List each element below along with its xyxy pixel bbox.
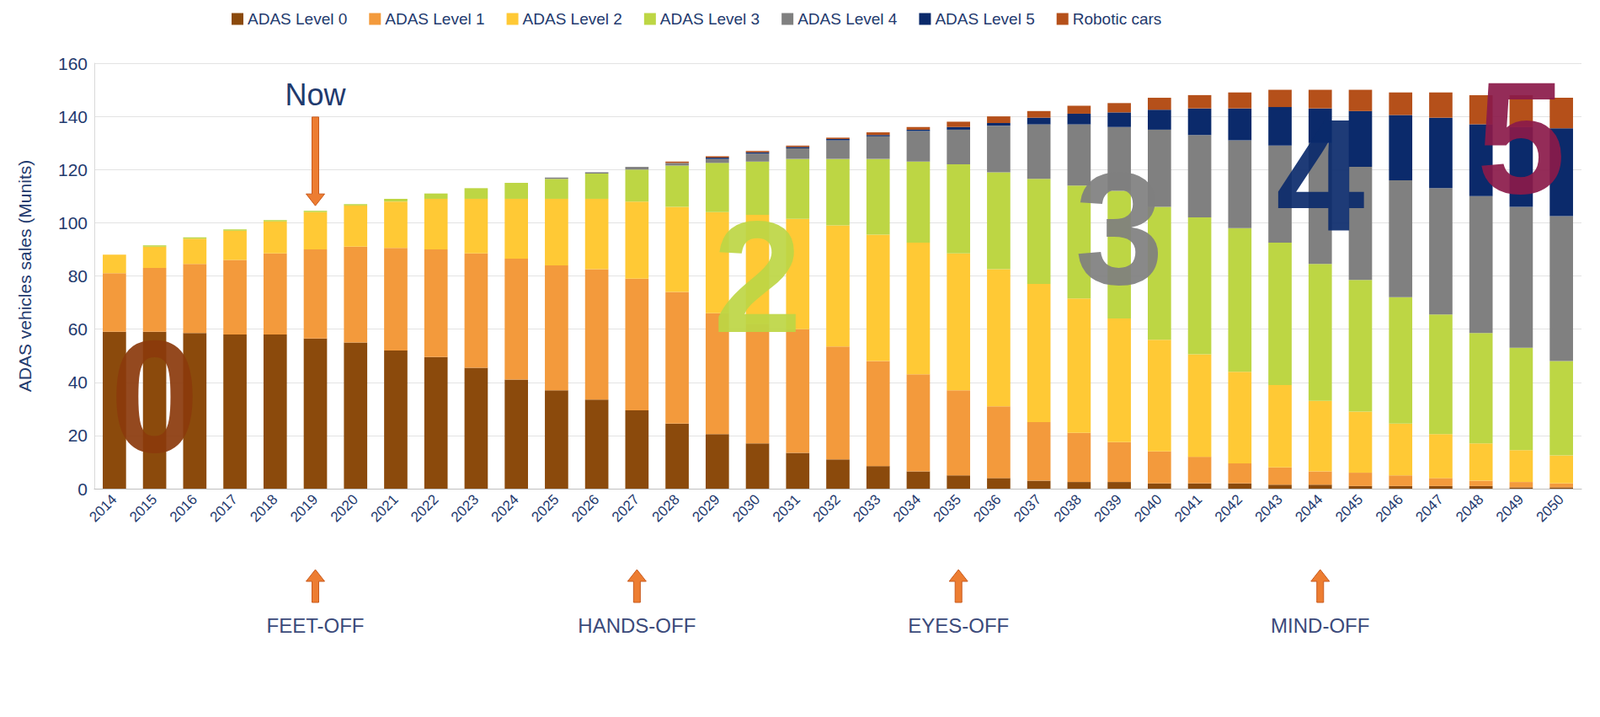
svg-text:40: 40 bbox=[68, 372, 88, 392]
svg-text:0: 0 bbox=[110, 306, 200, 486]
svg-text:100: 100 bbox=[58, 213, 88, 233]
svg-text:ADAS Level 5: ADAS Level 5 bbox=[934, 10, 1035, 28]
svg-text:MIND-OFF: MIND-OFF bbox=[1270, 613, 1370, 637]
svg-text:EYES-OFF: EYES-OFF bbox=[907, 613, 1009, 637]
svg-text:2028: 2028 bbox=[649, 490, 683, 525]
svg-text:2015: 2015 bbox=[126, 490, 160, 525]
svg-text:2016: 2016 bbox=[166, 490, 201, 525]
svg-text:2027: 2027 bbox=[608, 490, 643, 525]
svg-text:5: 5 bbox=[1477, 48, 1567, 227]
svg-text:2019: 2019 bbox=[287, 490, 321, 525]
svg-text:120: 120 bbox=[58, 160, 88, 180]
svg-text:2024: 2024 bbox=[488, 490, 523, 525]
svg-text:2050: 2050 bbox=[1533, 490, 1568, 525]
svg-text:2020: 2020 bbox=[327, 490, 362, 525]
svg-text:FEET-OFF: FEET-OFF bbox=[266, 613, 365, 637]
svg-text:2043: 2043 bbox=[1252, 490, 1286, 525]
svg-text:Robotic cars: Robotic cars bbox=[1072, 10, 1163, 28]
svg-text:ADAS Level 3: ADAS Level 3 bbox=[660, 10, 760, 28]
svg-text:2044: 2044 bbox=[1291, 490, 1326, 525]
svg-text:140: 140 bbox=[58, 106, 88, 127]
svg-text:2026: 2026 bbox=[568, 490, 603, 525]
svg-text:ADAS Level 1: ADAS Level 1 bbox=[384, 10, 485, 28]
svg-text:2042: 2042 bbox=[1211, 490, 1246, 525]
svg-text:2049: 2049 bbox=[1493, 490, 1527, 525]
svg-text:2029: 2029 bbox=[688, 490, 723, 525]
svg-text:2046: 2046 bbox=[1372, 490, 1407, 525]
svg-text:Now: Now bbox=[284, 77, 347, 112]
svg-text:2036: 2036 bbox=[970, 490, 1004, 525]
svg-text:80: 80 bbox=[68, 266, 88, 286]
svg-text:2033: 2033 bbox=[849, 490, 884, 525]
svg-text:2014: 2014 bbox=[85, 490, 120, 525]
svg-text:20: 20 bbox=[68, 425, 88, 445]
svg-text:2023: 2023 bbox=[448, 490, 482, 525]
svg-text:0: 0 bbox=[77, 479, 88, 499]
svg-text:4: 4 bbox=[1275, 85, 1366, 265]
svg-text:HANDS-OFF: HANDS-OFF bbox=[577, 613, 696, 637]
svg-text:2047: 2047 bbox=[1413, 490, 1447, 525]
svg-text:2022: 2022 bbox=[407, 490, 442, 525]
svg-text:2038: 2038 bbox=[1050, 490, 1085, 525]
svg-text:2018: 2018 bbox=[246, 490, 281, 525]
svg-text:2037: 2037 bbox=[1010, 490, 1045, 525]
svg-text:3: 3 bbox=[1074, 138, 1164, 318]
svg-text:2032: 2032 bbox=[810, 490, 844, 525]
svg-text:2039: 2039 bbox=[1091, 490, 1126, 525]
svg-text:2017: 2017 bbox=[207, 490, 241, 525]
svg-text:60: 60 bbox=[68, 319, 88, 339]
svg-text:2021: 2021 bbox=[368, 490, 402, 525]
svg-text:2045: 2045 bbox=[1332, 490, 1366, 525]
svg-text:ADAS Level 0: ADAS Level 0 bbox=[247, 10, 347, 28]
svg-text:2035: 2035 bbox=[930, 490, 965, 525]
svg-text:2034: 2034 bbox=[890, 490, 924, 525]
svg-text:2: 2 bbox=[713, 186, 803, 366]
svg-text:2040: 2040 bbox=[1130, 490, 1165, 525]
svg-text:2031: 2031 bbox=[769, 490, 804, 525]
svg-text:160: 160 bbox=[58, 53, 88, 74]
svg-text:2048: 2048 bbox=[1452, 490, 1487, 525]
svg-text:2025: 2025 bbox=[528, 490, 562, 525]
svg-text:ADAS vehicles sales (Munits): ADAS vehicles sales (Munits) bbox=[15, 160, 35, 392]
svg-text:2030: 2030 bbox=[729, 490, 763, 525]
svg-text:ADAS Level 4: ADAS Level 4 bbox=[797, 10, 898, 28]
svg-text:ADAS Level 2: ADAS Level 2 bbox=[522, 10, 623, 28]
svg-text:2041: 2041 bbox=[1171, 490, 1206, 525]
